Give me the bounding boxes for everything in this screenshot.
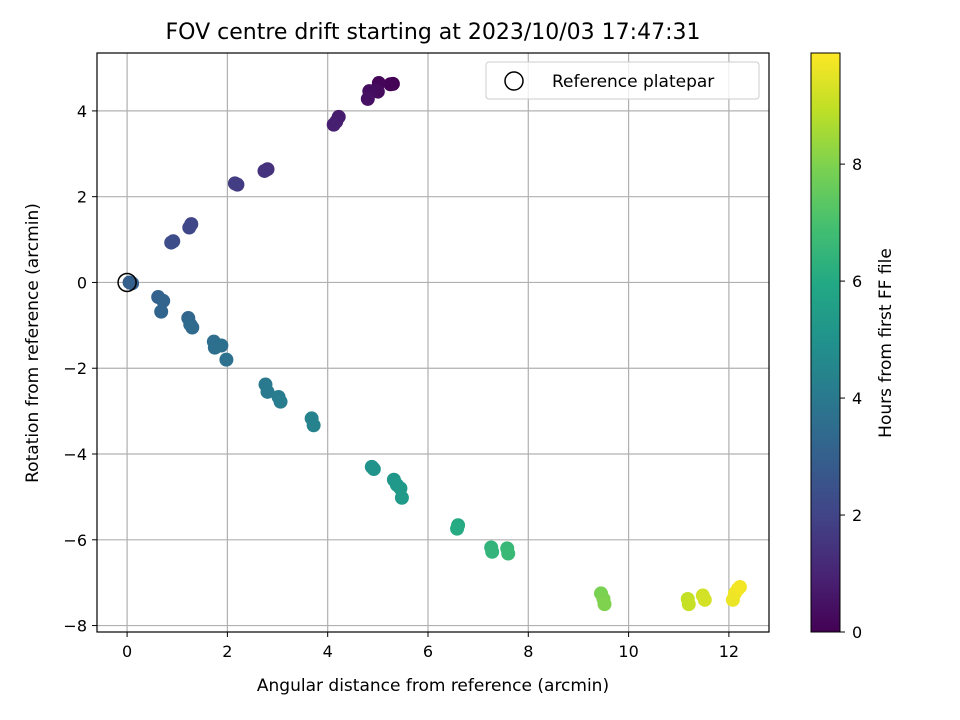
data-point xyxy=(156,293,171,308)
plot-frame xyxy=(96,52,770,633)
y-tick-label: −2 xyxy=(63,359,87,378)
data-point xyxy=(227,176,242,191)
data-point xyxy=(366,462,381,477)
colorbar-label: Hours from first FF file xyxy=(876,248,896,438)
data-point xyxy=(125,276,140,291)
data-point xyxy=(219,352,234,367)
data-point xyxy=(257,163,272,178)
x-axis-ticks: 0 2 4 6 8 10 12 xyxy=(122,632,739,661)
data-point xyxy=(681,597,696,612)
data-point xyxy=(597,597,612,612)
legend: Reference platepar xyxy=(485,61,760,100)
data-point xyxy=(273,394,288,409)
data-point xyxy=(214,338,229,353)
data-point xyxy=(360,91,375,106)
data-point xyxy=(164,235,179,250)
colorbar-tick-label: 2 xyxy=(852,506,862,525)
y-axis-label: Rotation from reference (arcmin) xyxy=(23,203,43,483)
legend-marker xyxy=(504,71,524,91)
data-point xyxy=(326,117,341,132)
data-point xyxy=(154,304,169,319)
colorbar-tick-label: 4 xyxy=(852,389,862,408)
chart-title: FOV centre drift starting at 2023/10/03 … xyxy=(166,20,701,45)
colorbar-tick-label: 6 xyxy=(852,272,862,291)
legend-box xyxy=(485,61,760,100)
y-tick-label: −8 xyxy=(63,617,87,636)
y-axis-ticks: −8 −6 −4 −2 0 2 4 xyxy=(63,102,97,636)
y-tick-label: −6 xyxy=(63,531,87,550)
data-point xyxy=(394,490,409,505)
colorbar-ticks: 0 2 4 6 8 xyxy=(840,155,862,642)
x-tick-label: 2 xyxy=(222,642,232,661)
y-tick-label: 0 xyxy=(77,273,87,292)
x-tick-label: 8 xyxy=(523,642,533,661)
data-points xyxy=(122,76,747,612)
grid-lines xyxy=(97,53,769,632)
x-axis-label: Angular distance from reference (arcmin) xyxy=(257,676,609,696)
x-tick-label: 6 xyxy=(423,642,433,661)
x-tick-label: 4 xyxy=(323,642,333,661)
x-tick-label: 0 xyxy=(122,642,132,661)
y-tick-label: −4 xyxy=(63,445,87,464)
data-point xyxy=(260,384,275,399)
legend-label: Reference platepar xyxy=(552,72,714,92)
data-point xyxy=(306,418,321,433)
data-point xyxy=(485,544,500,559)
data-point xyxy=(501,546,516,561)
data-point xyxy=(732,579,747,594)
reference-platepar-marker xyxy=(117,272,137,293)
data-point xyxy=(697,592,712,607)
data-point xyxy=(383,77,398,92)
colorbar-gradient xyxy=(810,52,841,633)
data-point xyxy=(185,320,200,335)
x-tick-label: 12 xyxy=(719,642,739,661)
colorbar-tick-label: 8 xyxy=(852,155,862,174)
data-point xyxy=(182,220,197,235)
colorbar-tick-label: 0 xyxy=(852,623,862,642)
y-tick-label: 2 xyxy=(77,188,87,207)
x-tick-label: 10 xyxy=(618,642,638,661)
y-tick-label: 4 xyxy=(77,102,87,121)
data-point xyxy=(450,521,465,536)
colorbar: 0 2 4 6 8 Hours from first FF file xyxy=(810,52,896,642)
